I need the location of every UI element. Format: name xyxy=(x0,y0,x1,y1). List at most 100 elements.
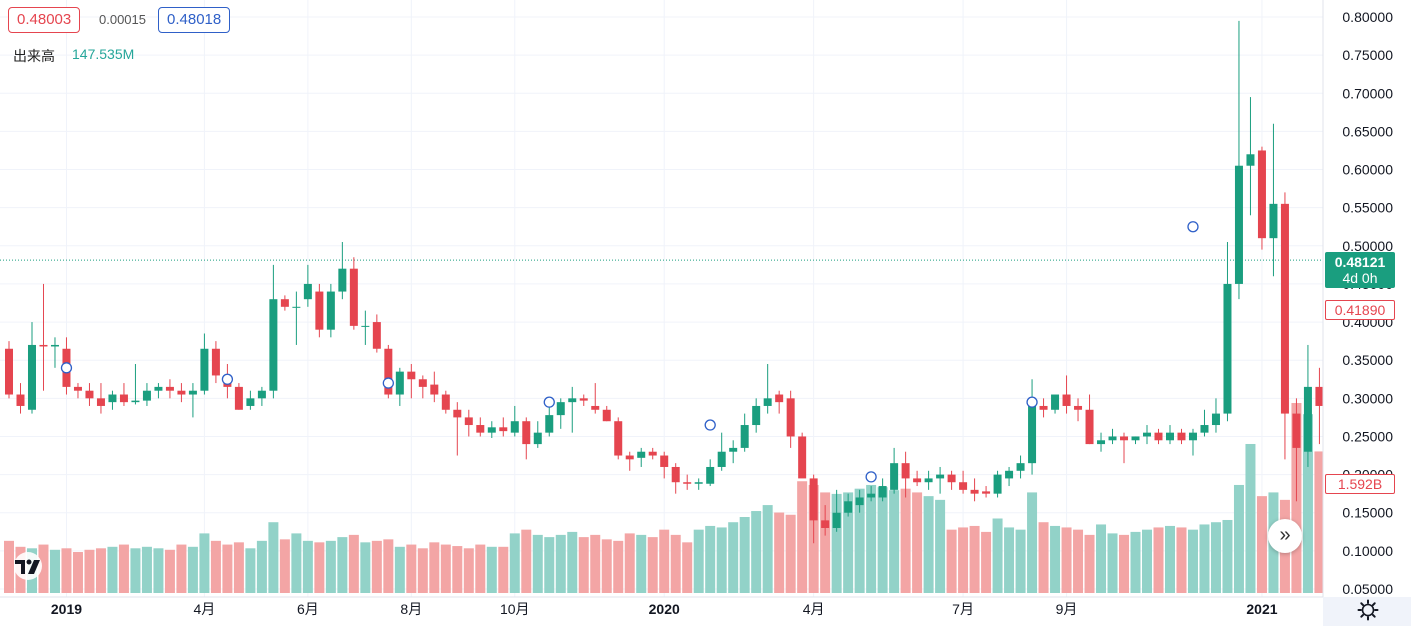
volume-bar xyxy=(256,540,267,593)
volume-bar xyxy=(498,546,509,593)
candle-body xyxy=(349,268,358,326)
event-marker-icon[interactable] xyxy=(1187,221,1199,233)
candle-body xyxy=(809,478,818,521)
volume-bar xyxy=(946,529,957,593)
tradingview-logo[interactable] xyxy=(10,552,46,580)
price-tick-label: 0.65000 xyxy=(1342,123,1393,139)
bar-countdown: 4d 0h xyxy=(1342,270,1378,286)
volume-bar xyxy=(95,548,106,593)
candle-body xyxy=(763,398,772,406)
event-marker-icon[interactable] xyxy=(221,373,234,385)
candle-body xyxy=(568,398,577,403)
volume-bar xyxy=(1302,414,1313,593)
volume-bar xyxy=(153,548,164,593)
volume-bar xyxy=(739,517,750,593)
volume-bar xyxy=(647,537,658,593)
time-tick-label: 7月 xyxy=(952,601,974,617)
time-tick-label: 2019 xyxy=(51,601,82,617)
last-price-value: 0.48121 xyxy=(1334,254,1386,270)
volume-bar xyxy=(268,522,279,593)
volume-bars xyxy=(4,403,1359,593)
event-marker-icon[interactable] xyxy=(704,419,716,431)
candle-body xyxy=(487,427,496,433)
volume-bar xyxy=(1233,484,1244,593)
volume-bar xyxy=(452,546,463,593)
volume-bar xyxy=(1096,524,1107,593)
buy-price-button[interactable]: 0.48018 xyxy=(158,7,231,33)
volume-bar xyxy=(141,546,152,593)
volume-bar xyxy=(682,542,693,593)
candle-body xyxy=(1143,432,1152,437)
volume-bar xyxy=(107,546,118,593)
candle-body xyxy=(96,398,105,406)
volume-bar xyxy=(1222,519,1233,593)
candle-body xyxy=(119,394,128,403)
candle-body xyxy=(729,447,738,452)
candle-body xyxy=(602,409,611,422)
chart-grid xyxy=(0,0,1323,597)
candle-body xyxy=(85,390,94,399)
time-tick-label: 8月 xyxy=(400,601,422,617)
candle-body xyxy=(142,390,151,401)
volume-bar xyxy=(624,533,635,593)
event-marker-icon[interactable] xyxy=(60,362,73,374)
event-marker-icon[interactable] xyxy=(865,471,877,483)
volume-bar xyxy=(613,540,624,593)
volume-bar xyxy=(61,548,72,593)
candle-body xyxy=(1234,165,1243,284)
volume-bar xyxy=(578,537,589,593)
event-markers xyxy=(60,221,1199,483)
last-price-tag: 0.48121 4d 0h xyxy=(1325,252,1395,288)
price-tick-label: 0.55000 xyxy=(1342,200,1393,216)
price-tick-label: 0.50000 xyxy=(1342,238,1393,254)
price-tick-label: 0.70000 xyxy=(1342,85,1393,101)
volume-bar xyxy=(1015,529,1026,593)
candle-body xyxy=(292,306,301,308)
price-tick-label: 0.15000 xyxy=(1342,505,1393,521)
event-marker-icon[interactable] xyxy=(1026,396,1038,408)
candle-body xyxy=(1177,432,1186,441)
volume-bar xyxy=(210,540,221,593)
volume-bar xyxy=(521,529,532,593)
open-price-tag: 0.41890 xyxy=(1325,300,1395,320)
candle-body xyxy=(1108,436,1117,441)
volume-bar xyxy=(1187,529,1198,593)
candle-body xyxy=(947,474,956,483)
candle-body xyxy=(246,398,255,406)
volume-bar xyxy=(866,484,877,593)
volume-bar xyxy=(118,544,129,593)
event-marker-icon[interactable] xyxy=(382,377,394,389)
volume-bar xyxy=(854,488,865,593)
volume-bar xyxy=(785,514,796,593)
volume-bar xyxy=(509,533,520,593)
candle-body xyxy=(303,283,312,300)
volume-bar xyxy=(1038,522,1049,593)
candle-body xyxy=(522,421,531,445)
candle-body xyxy=(740,425,749,448)
spread-value: 0.00015 xyxy=(99,12,146,27)
candle-body xyxy=(1085,409,1094,445)
volume-bar xyxy=(1142,529,1153,593)
volume-bar xyxy=(831,493,842,593)
volume-bar xyxy=(187,546,198,593)
volume-bar xyxy=(1256,496,1267,593)
volume-bar xyxy=(1061,527,1072,593)
volume-label: 出来高 xyxy=(13,48,55,64)
candle-body xyxy=(269,299,278,391)
candle-body xyxy=(970,489,979,494)
gear-icon[interactable] xyxy=(1357,599,1379,621)
volume-bar xyxy=(72,552,83,593)
volume-bar xyxy=(348,534,359,593)
price-tick-label: 0.05000 xyxy=(1342,581,1393,597)
candle-body xyxy=(16,394,25,406)
scroll-to-realtime-button[interactable]: » xyxy=(1268,519,1302,553)
volume-bar xyxy=(751,511,762,593)
time-axis[interactable]: 2019 4月 6月 8月 10月 2020 4月 7月 9月 2021 xyxy=(51,601,1278,617)
volume-bar xyxy=(969,525,980,593)
sell-price-button[interactable]: 0.48003 xyxy=(8,7,81,33)
candle-body xyxy=(384,348,393,395)
candle-body xyxy=(1062,394,1071,406)
event-marker-icon[interactable] xyxy=(543,396,555,408)
candle-body xyxy=(1223,283,1232,414)
